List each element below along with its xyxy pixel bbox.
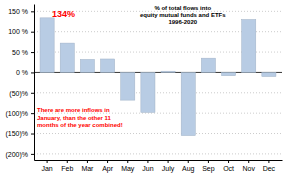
y-tick-label: 50 % <box>12 49 28 56</box>
bar <box>242 19 256 72</box>
y-tick-mark <box>31 113 34 114</box>
y-tick: 0 % <box>16 69 34 76</box>
x-tick: Sep <box>202 160 215 173</box>
x-axis: Jan Feb Mar Apr May Jun July Aug Sep Oct Nov Dec <box>35 160 283 173</box>
grid-line <box>34 92 282 93</box>
x-tick-mark <box>268 160 269 163</box>
bar <box>222 72 236 75</box>
y-tick-mark <box>31 134 34 135</box>
bar <box>161 71 175 72</box>
x-tick-label: Mar <box>81 165 94 172</box>
y-tick-mark <box>31 32 34 33</box>
x-tick-label: Jan <box>41 165 52 172</box>
title-line: 1996-2020 <box>168 19 197 25</box>
bar <box>201 58 215 72</box>
y-tick-label: 0 % <box>16 69 28 76</box>
y-tick-mark <box>31 93 34 94</box>
x-tick-mark <box>168 160 169 163</box>
x-tick-mark <box>67 160 68 163</box>
bar <box>141 72 155 112</box>
x-tick-mark <box>47 160 48 163</box>
title-line: % of total flows into <box>154 5 211 11</box>
y-tick: (100)% <box>5 110 34 118</box>
x-tick: Aug <box>182 160 195 173</box>
x-tick-mark <box>107 160 108 163</box>
x-tick: Feb <box>61 160 73 172</box>
bar <box>121 72 135 100</box>
x-tick-mark <box>87 160 88 163</box>
bar <box>262 72 276 76</box>
x-tick-label: Sep <box>202 165 215 173</box>
y-tick-label: 150 % <box>8 8 28 15</box>
bar <box>101 59 115 72</box>
x-tick-mark <box>127 160 128 163</box>
x-tick-mark <box>208 160 209 163</box>
annotation-line: months of the year combined! <box>37 122 123 128</box>
plot: 150 % 100 % 50 % 0 % (50)% (100)% (150)% (200)%… <box>5 5 282 173</box>
title-line: equity mutual funds and ETFs <box>140 12 226 18</box>
chart: 150 % 100 % 50 % 0 % (50)% (100)% (150)% (200)%… <box>0 0 287 174</box>
y-tick-mark <box>31 154 34 155</box>
y-tick-mark <box>31 11 34 12</box>
y-tick-label: (200)% <box>5 151 28 159</box>
x-tick: Jan <box>41 160 52 172</box>
x-tick-label: Dec <box>263 165 276 172</box>
y-tick-mark <box>31 72 34 73</box>
x-tick: Oct <box>223 160 234 172</box>
x-tick-label: Aug <box>182 165 195 173</box>
x-tick: Dec <box>263 160 276 172</box>
annotation: There are more inflows in January, than t… <box>37 107 123 128</box>
y-axis-line <box>34 5 35 161</box>
x-tick: Nov <box>243 160 256 172</box>
grid-line <box>34 133 282 134</box>
grid-line <box>34 153 282 154</box>
x-tick-label: July <box>162 165 175 173</box>
title: % of total flows intoequity mutual funds… <box>140 5 226 25</box>
bar <box>181 72 195 135</box>
x-tick-label: Nov <box>243 165 256 172</box>
y-tick-label: 100 % <box>8 28 28 35</box>
bar <box>80 59 94 72</box>
y-tick: 150 % <box>8 8 34 15</box>
y-tick-label: (50)% <box>9 90 28 98</box>
bar <box>40 18 54 73</box>
x-tick-label: Oct <box>223 165 234 172</box>
x-tick-label: Apr <box>102 165 114 173</box>
x-tick-label: May <box>121 165 135 173</box>
x-tick-mark <box>248 160 249 163</box>
y-tick: (50)% <box>9 90 34 98</box>
x-axis-line <box>35 160 283 161</box>
x-tick-label: Jun <box>142 165 153 172</box>
y-tick: (200)% <box>5 151 34 159</box>
annotation-line: January, than the other 11 <box>37 115 112 121</box>
y-tick-mark <box>31 52 34 53</box>
x-tick-mark <box>188 160 189 163</box>
annotation: 134% <box>52 9 75 19</box>
y-tick: 50 % <box>12 49 34 56</box>
y-tick-label: (150)% <box>5 130 28 138</box>
grid <box>34 11 282 154</box>
x-tick: Mar <box>81 160 94 172</box>
annotation-line: There are more inflows in <box>37 107 110 113</box>
x-tick: Jun <box>142 160 153 172</box>
x-tick-mark <box>147 160 148 163</box>
y-tick-label: (100)% <box>5 110 28 118</box>
x-tick: May <box>121 160 135 173</box>
y-tick: 100 % <box>8 28 34 35</box>
y-axis: 150 % 100 % 50 % 0 % (50)% (100)% (150)% (200)% <box>5 5 34 161</box>
x-tick-label: Feb <box>61 165 73 172</box>
bar <box>60 43 74 72</box>
x-tick: July <box>162 160 175 173</box>
x-tick: Apr <box>102 160 114 173</box>
y-tick: (150)% <box>5 130 34 138</box>
x-tick-mark <box>228 160 229 163</box>
